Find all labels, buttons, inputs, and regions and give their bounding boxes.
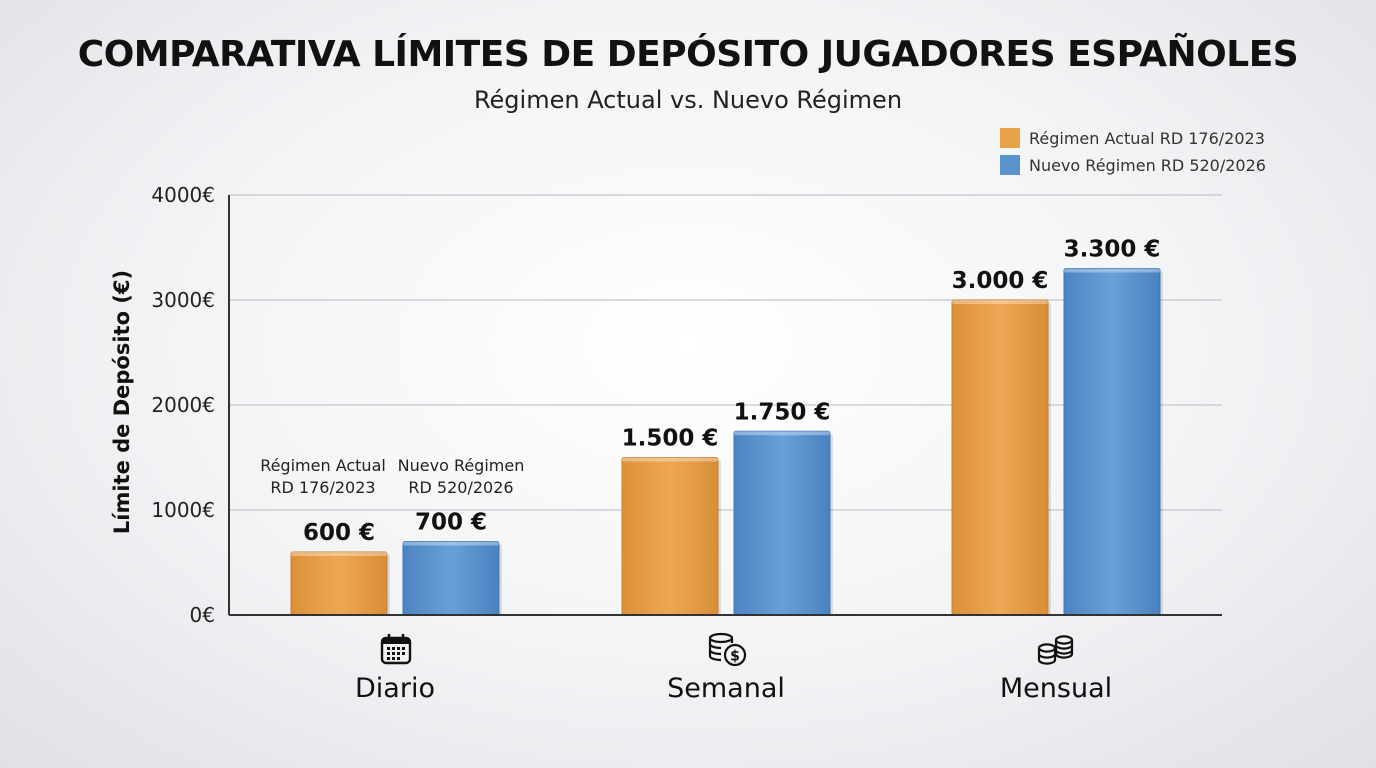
annotation-actual-line2: RD 176/2023 [270,478,376,497]
annotation-nuevo-line2: RD 520/2026 [408,478,514,497]
bar-top-highlight [1064,268,1160,273]
y-tick-label: 2000€ [151,393,215,417]
data-label: 600 € [303,520,375,546]
y-tick-label: 0€ [190,603,215,627]
legend-swatch-actual [1000,128,1020,148]
bar-top-highlight [622,457,718,462]
legend-label-actual: Régimen Actual RD 176/2023 [1029,128,1265,148]
svg-text:$: $ [730,649,740,665]
annotation-actual: Régimen Actual RD 176/2023 [253,455,393,499]
bar-top-highlight [403,541,499,546]
y-tick-label: 1000€ [151,498,215,522]
bar-nuevo-mensual [1063,268,1161,616]
legend-label-nuevo: Nuevo Régimen RD 520/2026 [1029,155,1266,175]
bar-actual-mensual [951,299,1049,616]
bar-actual-diario [290,551,388,616]
x-category-label-diario: Diario [355,673,435,704]
data-label: 700 € [415,510,487,536]
bar-top-highlight [734,431,830,436]
coins-dollar-icon: $ [708,632,747,667]
y-tick-label: 3000€ [151,288,215,312]
data-label: 3.300 € [1064,237,1161,263]
bar-top-highlight [952,300,1048,304]
bar-nuevo-semanal [733,430,831,616]
legend-item-actual: Régimen Actual RD 176/2023 [1000,127,1265,149]
chart-title: COMPARATIVA LÍMITES DE DEPÓSITO JUGADORE… [77,34,1299,75]
annotation-actual-line1: Régimen Actual [260,456,386,475]
data-label: 1.750 € [734,399,831,425]
data-label: 3.000 € [952,268,1049,294]
data-label: 1.500 € [622,426,719,452]
legend-swatch-nuevo [1000,155,1020,175]
bar-nuevo-diario [402,541,500,616]
bar-actual-semanal [621,457,719,616]
y-axis-label: Límite de Depósito (€) [110,270,134,534]
calendar-icon [380,633,412,665]
x-category-label-mensual: Mensual [999,673,1113,704]
y-tick-label: 4000€ [151,183,215,207]
legend-item-nuevo: Nuevo Régimen RD 520/2026 [1000,154,1266,176]
bar-top-highlight [291,552,387,556]
x-category-label-semanal: Semanal [667,673,785,704]
annotation-nuevo-line1: Nuevo Régimen [397,456,525,475]
annotation-nuevo: Nuevo Régimen RD 520/2026 [391,455,531,499]
coins-stack-icon [1037,635,1074,665]
chart-subtitle: Régimen Actual vs. Nuevo Régimen [473,86,903,114]
